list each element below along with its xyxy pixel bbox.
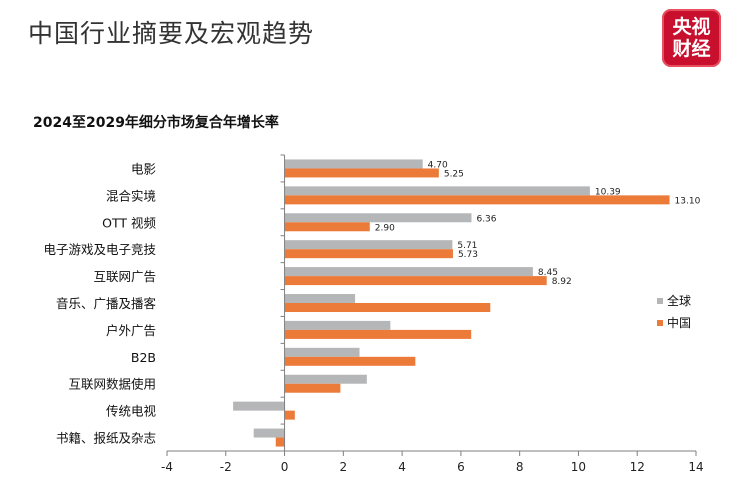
x-tick-label: 0: [281, 460, 289, 474]
bar-china: [284, 410, 295, 420]
data-label: 2.90: [375, 223, 395, 233]
data-label: 10.39: [595, 187, 621, 197]
data-label: 5.73: [458, 250, 478, 260]
category-label: 书籍、报纸及杂志: [56, 431, 156, 446]
bar-global: [284, 267, 533, 277]
bar-china: [275, 437, 285, 447]
data-label: 8.45: [538, 268, 558, 278]
bar-china: [284, 303, 491, 312]
x-tick-label: -4: [161, 460, 173, 474]
category-label: B2B: [131, 350, 156, 365]
bar-global: [284, 294, 356, 303]
legend-label: 全球: [667, 293, 691, 308]
bar-china: [284, 383, 341, 393]
logo-text-line1: 央视: [672, 16, 711, 38]
bar-china: [284, 249, 453, 259]
category-label: 户外广告: [106, 323, 156, 338]
data-label: 6.36: [476, 214, 496, 224]
bar-global: [284, 159, 423, 169]
bar-global: [253, 428, 285, 438]
category-label: 混合实境: [106, 188, 156, 203]
x-tick-label: 10: [571, 460, 586, 474]
x-tick-label: 8: [516, 460, 524, 474]
x-tick-label: 12: [630, 460, 645, 474]
bar-china: [284, 195, 670, 205]
x-tick-label: 2: [340, 460, 348, 474]
legend-swatch: [657, 298, 663, 304]
bar-global: [284, 347, 360, 357]
legend-swatch: [657, 320, 663, 326]
category-label: 传统电视: [106, 404, 157, 419]
category-label: 电子游戏及电子竞技: [43, 242, 156, 257]
logo-text-line2: 财经: [672, 38, 711, 60]
bar-china: [284, 222, 370, 232]
bar-global: [284, 213, 472, 223]
x-tick-label: 4: [398, 460, 406, 474]
x-tick-label: 6: [457, 460, 465, 474]
cctv-finance-logo: 央视 财经: [662, 9, 721, 67]
data-label: 5.71: [457, 241, 477, 251]
page-title: 中国行业摘要及宏观趋势: [28, 19, 315, 48]
x-tick-label: -2: [220, 460, 232, 474]
category-label: 互联网广告: [93, 269, 156, 284]
data-label: 8.92: [552, 277, 572, 287]
bar-china: [284, 168, 439, 178]
data-label: 5.25: [444, 169, 464, 179]
category-label: 互联网数据使用: [68, 377, 156, 392]
bar-global: [284, 240, 453, 250]
chart-title: 2024至2029年细分市场复合年增长率: [33, 115, 279, 131]
bar-china: [284, 329, 472, 339]
category-label: 电影: [131, 161, 157, 176]
bar-china: [284, 276, 547, 286]
category-label: 音乐、广播及播客: [56, 296, 157, 311]
bar-global: [284, 186, 590, 196]
bar-global: [233, 401, 285, 411]
data-label: 4.70: [428, 160, 448, 170]
legend-label: 中国: [667, 315, 691, 330]
category-label: OTT 视频: [102, 215, 156, 230]
x-tick-label: 14: [688, 460, 703, 474]
bar-global: [284, 374, 367, 384]
bar-global: [284, 320, 391, 330]
data-label: 13.10: [675, 196, 701, 206]
bar-china: [284, 356, 416, 366]
